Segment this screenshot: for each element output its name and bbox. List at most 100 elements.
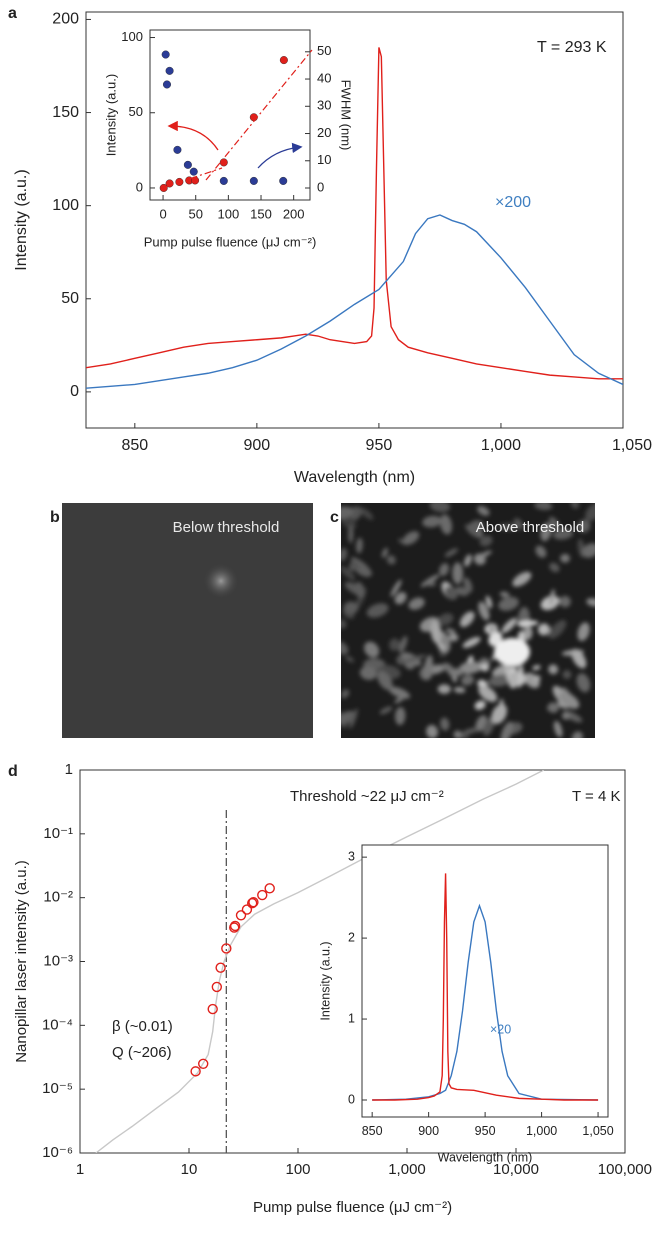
y2-tick-label: 10 [317, 152, 331, 167]
speckle-blob [364, 641, 380, 658]
speckle-blob [349, 708, 358, 729]
y-tick-label: 10⁻⁴ [42, 1016, 73, 1033]
arrow [167, 120, 219, 151]
y-axis-label: Nanopillar laser intensity (a.u.) [13, 860, 30, 1063]
data-point [189, 167, 198, 176]
speckle-blob [394, 695, 406, 704]
y2-tick-label: 40 [317, 70, 331, 85]
fit-line [205, 49, 313, 181]
y-tick-label: 200 [52, 11, 79, 28]
speckle-blob [562, 670, 572, 679]
y-tick-label: 10⁻⁵ [42, 1080, 73, 1097]
speckle-blob [354, 581, 365, 598]
series-line [95, 770, 545, 1153]
data-point [257, 889, 268, 901]
speckle-blob [552, 528, 574, 540]
speckle-blob [459, 661, 483, 674]
speckle-blob [423, 655, 433, 679]
speckle-blob [582, 543, 595, 558]
speckle-blob [389, 638, 400, 651]
plot-frame [361, 844, 609, 1118]
annotation: T = 293 K [537, 39, 607, 56]
data-point [190, 1066, 201, 1077]
speckle-core [494, 638, 530, 666]
y-tick-label: 50 [61, 290, 79, 307]
speckle-blob [454, 586, 469, 596]
speckle-blob [491, 703, 508, 725]
speckle-blob [485, 595, 493, 609]
panel-label: a [8, 5, 17, 22]
speckle-blob [558, 691, 580, 709]
emission-spot [203, 563, 239, 599]
chart: 0 50 100 150 200 0 50 100 0 10 20 30 40 50 Pump pulse … [103, 29, 353, 249]
speckle-blob [356, 537, 363, 554]
speckle-blob [508, 670, 521, 689]
data-point [264, 883, 275, 894]
data-point [161, 50, 170, 59]
y2-tick-label: 0 [317, 179, 324, 194]
charts: 850 900 950 1,000 1,050050100150200Wavelengt… [8, 5, 652, 1216]
inset-a-arrows [161, 49, 313, 189]
speckle-blob [577, 519, 591, 533]
x-tick-label: 100,000 [598, 1161, 652, 1178]
y-tick-label: 10⁻³ [43, 952, 73, 969]
speckle-blob [430, 620, 442, 644]
speckle-blob [448, 668, 464, 677]
speckle-blob [426, 724, 439, 738]
x-tick-label: 1,050 [582, 1124, 613, 1138]
speckle-blob [453, 730, 462, 738]
speckle-blob [429, 503, 451, 513]
speckle-blob [463, 577, 473, 593]
panel-label: d [8, 763, 18, 780]
speckle-blob [422, 515, 442, 528]
speckle-blob [478, 550, 492, 558]
speckle-blob [532, 675, 541, 683]
speckle-blob [462, 636, 481, 648]
speckle-blob [395, 706, 406, 726]
y-tick-label: 10⁻¹ [43, 825, 73, 842]
speckle-blob [549, 589, 555, 606]
data-point [229, 920, 241, 932]
speckle-blob [542, 503, 551, 507]
series-line [372, 903, 599, 1101]
arrow [257, 142, 303, 169]
y2-axis-label: FWHM (nm) [339, 80, 354, 151]
x-tick-label: 0 [159, 206, 166, 221]
series-line [86, 47, 623, 380]
x-tick-label: 50 [188, 206, 202, 221]
speckle-blob [480, 663, 490, 672]
y-tick-label: 3 [348, 849, 355, 863]
speckle-blob [438, 613, 454, 626]
x-tick-label: 100 [218, 206, 240, 221]
speckle-blob [398, 636, 408, 653]
speckle-blob [500, 721, 514, 738]
speckle-blob [437, 684, 451, 694]
x-tick-label: 10,000 [493, 1161, 539, 1178]
speckle-blob [445, 628, 456, 634]
y-tick-label: 100 [52, 197, 79, 214]
speckle-blob [439, 563, 449, 577]
speckle-blob [341, 641, 349, 655]
y-tick-label: 1 [65, 761, 73, 778]
series-line [372, 873, 599, 1101]
speckle-blob [553, 720, 563, 738]
annotation: ×20 [490, 1022, 511, 1036]
speckle-blob [459, 611, 475, 628]
speckle-blob [440, 717, 450, 731]
speckle-blob [498, 523, 520, 531]
speckle-blob [483, 717, 495, 736]
data-point [279, 56, 288, 65]
speckle-blob [341, 515, 357, 529]
speckle-blob [464, 554, 472, 567]
y-tick-label: 50 [129, 104, 143, 119]
x-axis-label: Pump pulse fluence (μJ cm⁻²) [253, 1199, 452, 1216]
speckle-blob [379, 706, 393, 715]
speckle-blob [559, 595, 571, 608]
speckle-blob [444, 586, 458, 600]
data-point [207, 1003, 218, 1015]
x-tick-label: 950 [475, 1124, 496, 1138]
speckle-blob [388, 686, 411, 699]
annotation: Threshold ~22 μJ cm⁻² [290, 788, 444, 805]
speckle-blob [512, 571, 532, 587]
panel-label: c [330, 509, 339, 526]
